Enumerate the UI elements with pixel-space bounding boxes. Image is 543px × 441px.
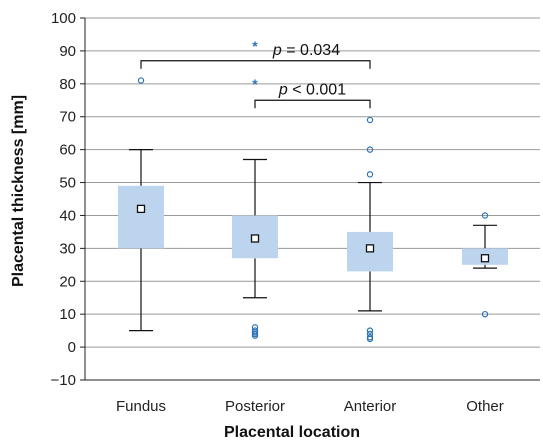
outlier-point [137, 77, 145, 84]
box-anterior [347, 116, 393, 343]
p-value: = 0.034 [282, 42, 340, 59]
boxes: ** [118, 38, 508, 343]
y-tick-label: 90 [59, 43, 76, 60]
y-tick-label: 40 [59, 207, 76, 224]
iqr-box [118, 185, 164, 249]
y-axis-title: Placental thickness [mm] [10, 95, 27, 287]
y-tick-label: 30 [59, 240, 76, 257]
y-tick-label: 20 [59, 273, 76, 290]
significance-bracket: p = 0.034 [140, 42, 371, 69]
y-tick-label: 70 [59, 109, 76, 126]
mean-marker [250, 234, 260, 243]
box-other [462, 212, 508, 318]
x-axis: Fundus Posterior Anterior Other [85, 379, 540, 415]
y-tick-label: 10 [59, 306, 76, 323]
box-posterior: ** [232, 38, 278, 339]
p-symbol: p [272, 42, 282, 59]
y-tick-label: −10 [51, 372, 76, 389]
mean-marker [480, 254, 490, 263]
p-value: < 0.001 [288, 81, 346, 98]
outlier-point [366, 171, 374, 178]
bracket-line [140, 60, 371, 69]
bracket-line [254, 99, 371, 109]
y-tick-label: 60 [59, 142, 76, 159]
outlier-point [366, 116, 374, 124]
x-axis-title: Placental location [224, 424, 360, 441]
y-axis: −10 0 10 20 30 40 50 60 70 80 90 100 [51, 10, 86, 389]
y-tick-label: 100 [51, 10, 76, 27]
outlier-point [481, 310, 489, 318]
mean-marker [136, 204, 146, 214]
x-tick-label: Fundus [116, 398, 166, 415]
x-tick-label: Posterior [225, 398, 285, 415]
gridlines [85, 17, 540, 348]
p-value-label: p = 0.034 [272, 42, 340, 59]
x-tick-label: Other [466, 398, 504, 415]
significance-bracket: p < 0.001 [254, 81, 371, 109]
y-tick-label: 50 [59, 175, 76, 192]
p-symbol: p [278, 81, 288, 98]
outlier-point [366, 146, 374, 153]
extreme-point: * [252, 76, 258, 92]
y-tick-label: 80 [59, 76, 76, 93]
box-fundus [118, 77, 164, 332]
outlier-point [481, 212, 489, 219]
x-tick-label: Anterior [344, 398, 397, 415]
outlier-point [366, 335, 374, 343]
p-value-label: p < 0.001 [278, 81, 346, 98]
extreme-point: * [252, 38, 258, 54]
outlier-point [251, 332, 259, 339]
y-tick-label: 0 [68, 339, 76, 356]
outlier-point [366, 327, 374, 334]
mean-marker [365, 244, 375, 253]
